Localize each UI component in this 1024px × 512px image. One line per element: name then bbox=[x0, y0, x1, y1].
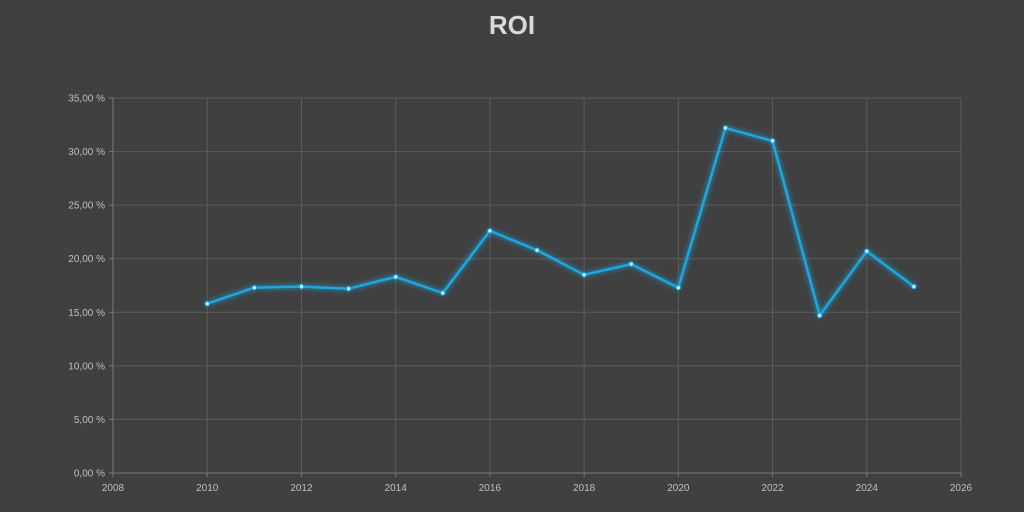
data-point bbox=[440, 290, 446, 296]
y-tick-label: 20,00 % bbox=[68, 254, 105, 265]
x-tick-label: 2010 bbox=[196, 483, 219, 494]
x-tick-label: 2020 bbox=[667, 483, 690, 494]
axis-layer bbox=[109, 97, 962, 477]
data-point bbox=[628, 261, 634, 267]
data-point bbox=[204, 301, 210, 307]
data-point bbox=[769, 138, 776, 144]
x-tick-label: 2026 bbox=[950, 483, 973, 494]
x-tick-label: 2008 bbox=[102, 483, 125, 494]
y-tick-label: 30,00 % bbox=[68, 147, 105, 158]
data-point bbox=[487, 228, 493, 234]
data-point bbox=[722, 125, 729, 131]
chart-title: ROI bbox=[488, 10, 536, 40]
series-layer bbox=[204, 125, 917, 319]
data-point bbox=[816, 312, 823, 319]
x-tick-label: 2018 bbox=[573, 483, 596, 494]
tick-label-layer: 0,00 % 5,00 % 10,00 % 15,00 % 20,00 % 25,00 %… bbox=[68, 94, 972, 495]
data-point bbox=[534, 247, 540, 253]
data-point bbox=[581, 272, 587, 278]
grid-layer bbox=[113, 97, 962, 473]
y-tick-label: 10,00 % bbox=[68, 361, 105, 372]
x-tick-label: 2012 bbox=[290, 483, 313, 494]
x-tick-label: 2022 bbox=[761, 483, 784, 494]
y-tick-label: 25,00 % bbox=[68, 201, 105, 212]
x-tick-label: 2014 bbox=[385, 483, 408, 494]
y-tick-label: 0,00 % bbox=[74, 469, 105, 480]
x-tick-label: 2016 bbox=[479, 483, 502, 494]
y-tick-label: 35,00 % bbox=[68, 94, 105, 105]
data-point bbox=[392, 274, 399, 280]
x-tick-label: 2024 bbox=[856, 483, 879, 494]
data-point bbox=[911, 283, 917, 290]
data-point bbox=[251, 284, 258, 291]
y-tick-label: 5,00 % bbox=[74, 415, 105, 426]
data-point bbox=[298, 283, 305, 290]
series-line bbox=[205, 126, 916, 317]
data-point bbox=[864, 248, 870, 254]
y-tick-label: 15,00 % bbox=[68, 308, 105, 319]
data-point bbox=[675, 284, 682, 291]
data-point bbox=[345, 286, 352, 292]
